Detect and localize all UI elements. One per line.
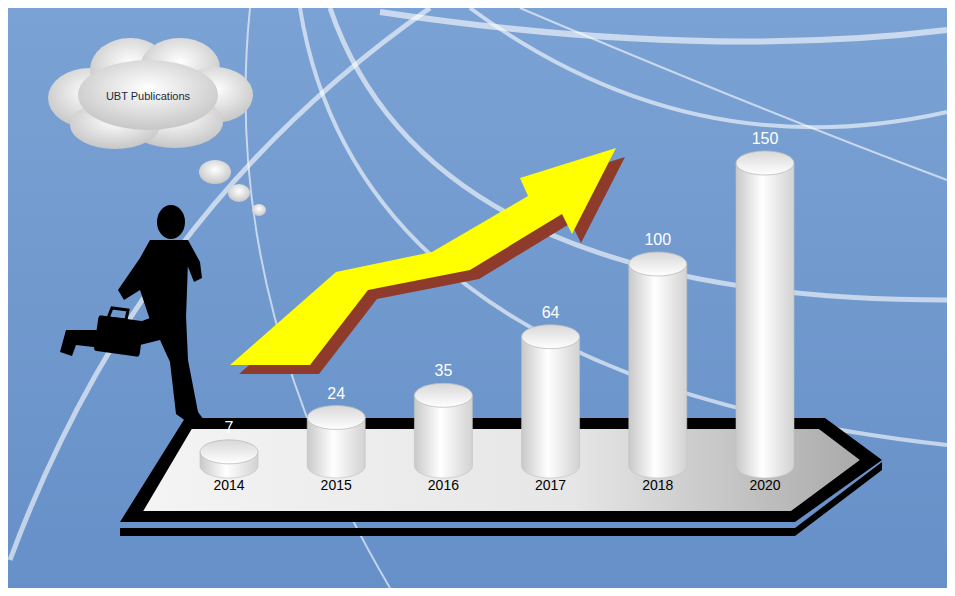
thought-bubble bbox=[199, 160, 231, 184]
man-torso bbox=[118, 240, 200, 320]
data-label: 7 bbox=[225, 419, 234, 436]
background bbox=[8, 8, 947, 588]
briefcase bbox=[94, 315, 145, 357]
chart-title: UBT Publications bbox=[106, 90, 191, 102]
decor-curve bbox=[300, 8, 947, 445]
x-tick-label: 2017 bbox=[535, 477, 566, 493]
cloud-puff bbox=[78, 60, 218, 130]
bar-top bbox=[736, 151, 794, 175]
data-label: 35 bbox=[435, 362, 453, 379]
bar-top bbox=[629, 252, 687, 276]
decor-curve bbox=[520, 8, 947, 180]
thought-bubble bbox=[252, 204, 266, 216]
man-head bbox=[157, 205, 185, 239]
x-tick-label: 2016 bbox=[428, 477, 459, 493]
data-label: 100 bbox=[644, 231, 671, 248]
man-arm bbox=[186, 262, 202, 282]
bar bbox=[629, 264, 687, 478]
trend-arrow bbox=[230, 148, 616, 365]
businessman bbox=[60, 205, 204, 424]
bar-top bbox=[200, 440, 258, 464]
x-tick-label: 2020 bbox=[749, 477, 780, 493]
x-tick-label: 2015 bbox=[321, 477, 352, 493]
bars bbox=[200, 151, 794, 478]
thought-cloud bbox=[48, 38, 253, 149]
labels: 7 2014 24 2015 35 2016 64 2017 100 2018 150 2020 bbox=[213, 130, 780, 493]
data-label: 150 bbox=[752, 130, 779, 147]
chart-canvas: UBT Publications 7 2014 24 2015 35 2016 64 2017 1… bbox=[0, 0, 955, 596]
bar-top bbox=[307, 406, 365, 430]
briefcase-handle bbox=[108, 308, 128, 320]
bar bbox=[736, 163, 794, 478]
decor-curve bbox=[380, 12, 947, 42]
data-label: 24 bbox=[327, 385, 345, 402]
x-tick-label: 2014 bbox=[213, 477, 244, 493]
bar-top bbox=[522, 325, 580, 349]
data-label: 64 bbox=[542, 304, 560, 321]
decor-curve bbox=[470, 8, 947, 127]
bar bbox=[414, 395, 472, 478]
bar-top bbox=[414, 383, 472, 407]
bar bbox=[522, 337, 580, 478]
x-tick-label: 2018 bbox=[642, 477, 673, 493]
thought-bubble bbox=[228, 184, 250, 202]
